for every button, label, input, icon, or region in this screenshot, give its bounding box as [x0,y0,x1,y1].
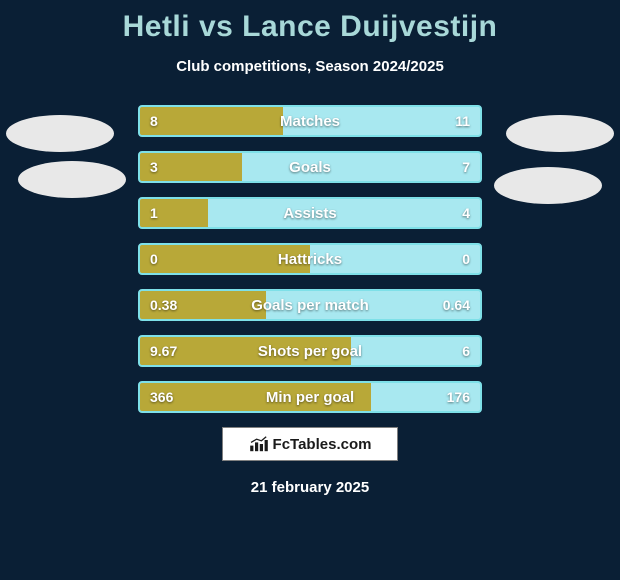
stat-label: Matches [140,107,480,135]
comparison-area: 8Matches11 3Goals7 1Assists4 0Hattricks0 0.3… [0,105,620,496]
chart-icon [249,436,269,452]
stat-row: 1Assists4 [138,197,482,229]
player2-avatar-top [506,115,614,152]
page-title: Hetli vs Lance Duijvestijn [0,0,620,44]
stat-value-right: 4 [462,199,470,227]
stat-label: Assists [140,199,480,227]
stat-value-right: 6 [462,337,470,365]
subtitle: Club competitions, Season 2024/2025 [0,58,620,75]
stat-value-right: 176 [447,383,470,411]
stat-label: Goals [140,153,480,181]
player1-avatar-top [6,115,114,152]
stat-value-right: 7 [462,153,470,181]
stat-value-right: 0 [462,245,470,273]
stat-row: 0Hattricks0 [138,243,482,275]
fctables-logo[interactable]: FcTables.com [222,427,398,461]
stat-row: 8Matches11 [138,105,482,137]
stat-value-right: 11 [455,107,470,135]
stats-bars: 8Matches11 3Goals7 1Assists4 0Hattricks0 0.3… [138,105,482,413]
player1-avatar-bottom [18,161,126,198]
stat-label: Goals per match [140,291,480,319]
stat-value-right: 0.64 [443,291,470,319]
stat-row: 3Goals7 [138,151,482,183]
date-text: 21 february 2025 [0,479,620,496]
player2-avatar-bottom [494,167,602,204]
logo-text: FcTables.com [273,436,372,453]
stat-row: 366Min per goal176 [138,381,482,413]
stat-row: 9.67Shots per goal6 [138,335,482,367]
stat-label: Min per goal [140,383,480,411]
stat-label: Shots per goal [140,337,480,365]
stat-label: Hattricks [140,245,480,273]
stat-row: 0.38Goals per match0.64 [138,289,482,321]
